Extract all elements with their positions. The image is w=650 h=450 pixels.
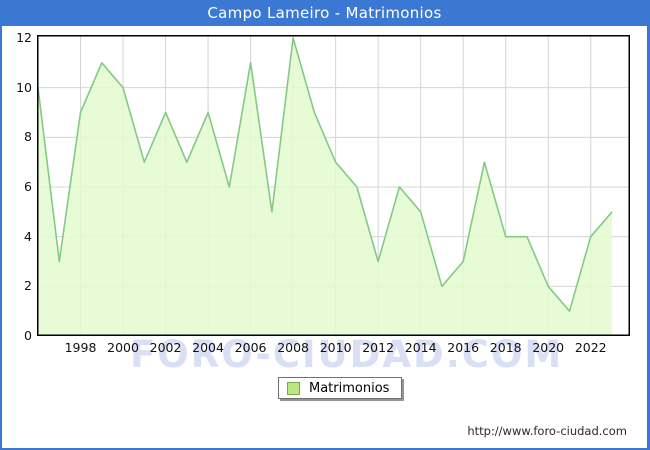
x-tick-label: 2000	[107, 340, 139, 355]
x-tick-label: 2004	[192, 340, 224, 355]
y-tick-label: 0	[24, 328, 32, 343]
y-tick-label: 6	[24, 179, 32, 194]
footer-url: http://www.foro-ciudad.com	[467, 424, 627, 438]
y-tick-label: 12	[16, 30, 32, 45]
x-tick-label: 2016	[447, 340, 480, 355]
x-tick-label: 1998	[64, 340, 97, 355]
chart-title: Campo Lameiro - Matrimonios	[207, 4, 442, 22]
y-tick-label: 10	[16, 79, 32, 95]
title-bar: Campo Lameiro - Matrimonios	[2, 0, 647, 26]
x-tick-label: 2020	[532, 340, 565, 355]
x-tick-label: 2002	[149, 340, 182, 355]
x-tick-label: 2022	[574, 340, 607, 355]
legend-label: Matrimonios	[309, 380, 390, 396]
plot-area	[37, 35, 630, 336]
legend: Matrimonios	[278, 377, 403, 399]
y-tick-label: 8	[24, 129, 32, 145]
x-tick-label: 2006	[234, 340, 267, 355]
x-tick-label: 2014	[404, 340, 437, 355]
x-tick-label: 2012	[362, 340, 395, 355]
x-tick-label: 2008	[277, 340, 310, 355]
x-tick-label: 2018	[489, 340, 522, 355]
y-tick-label: 4	[24, 228, 32, 244]
x-tick-label: 2010	[319, 340, 352, 355]
y-tick-label: 2	[24, 278, 32, 294]
legend-swatch-icon	[287, 381, 300, 395]
